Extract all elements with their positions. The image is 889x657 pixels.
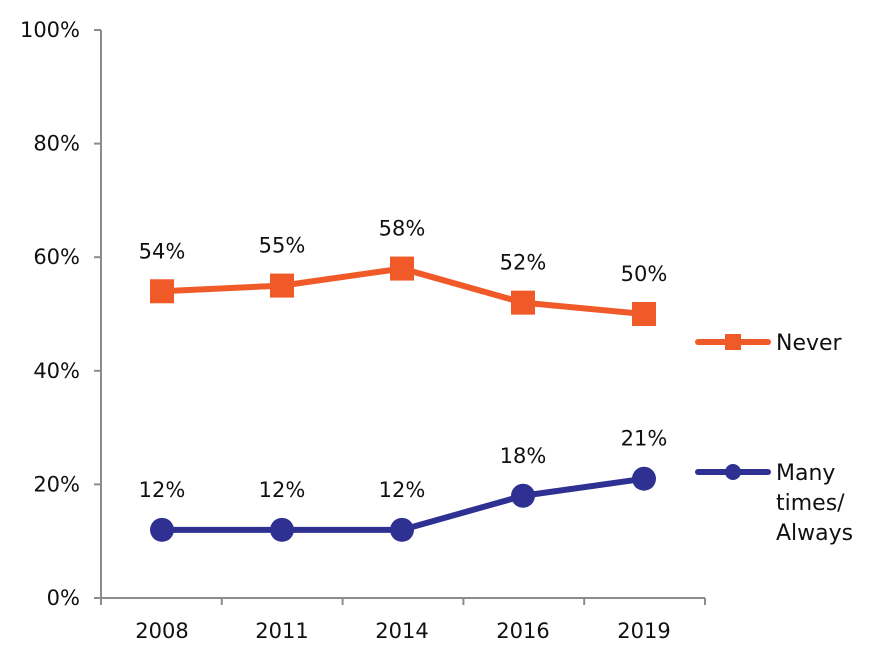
data-label-never: 50% [621,262,668,286]
data-point-never [270,273,294,298]
data-point-many-times-always [270,517,294,542]
data-point-many-times-always [511,483,535,508]
data-label-many-times-always: 12% [259,478,306,502]
data-label-many-times-always: 12% [379,478,426,502]
data-label-many-times-always: 21% [621,427,668,451]
y-tick-label: 0% [47,586,80,610]
x-tick-label: 2019 [617,619,670,643]
data-label-never: 55% [259,234,306,258]
data-label-never: 54% [139,239,186,263]
y-tick-label: 80% [33,132,80,156]
data-label-many-times-always: 12% [139,478,186,502]
data-point-never [632,302,656,326]
x-tick-label: 2016 [496,619,549,643]
x-tick-label: 2008 [135,619,188,643]
legend-label-many-times-always: Always [776,521,853,546]
data-point-never [511,290,535,315]
data-point-many-times-always [632,466,656,491]
x-tick-label: 2014 [375,619,428,643]
legend-marker-many-times-always [725,464,741,480]
legend-label-many-times-always: Many [776,461,835,486]
x-tick-label: 2011 [255,619,308,643]
legend-marker-never [725,334,741,350]
data-label-many-times-always: 18% [500,444,547,468]
data-point-never [150,279,174,304]
data-label-never: 52% [500,251,547,275]
data-point-never [390,256,414,281]
data-point-many-times-always [390,517,414,542]
y-tick-label: 20% [33,472,80,496]
legend-label-never: Never [776,331,843,356]
data-point-many-times-always [150,517,174,542]
legend-label-many-times-always: times/ [776,491,845,516]
data-label-never: 58% [379,217,426,241]
y-tick-label: 100% [20,18,80,42]
y-tick-label: 60% [33,245,80,269]
y-tick-label: 40% [33,359,80,383]
